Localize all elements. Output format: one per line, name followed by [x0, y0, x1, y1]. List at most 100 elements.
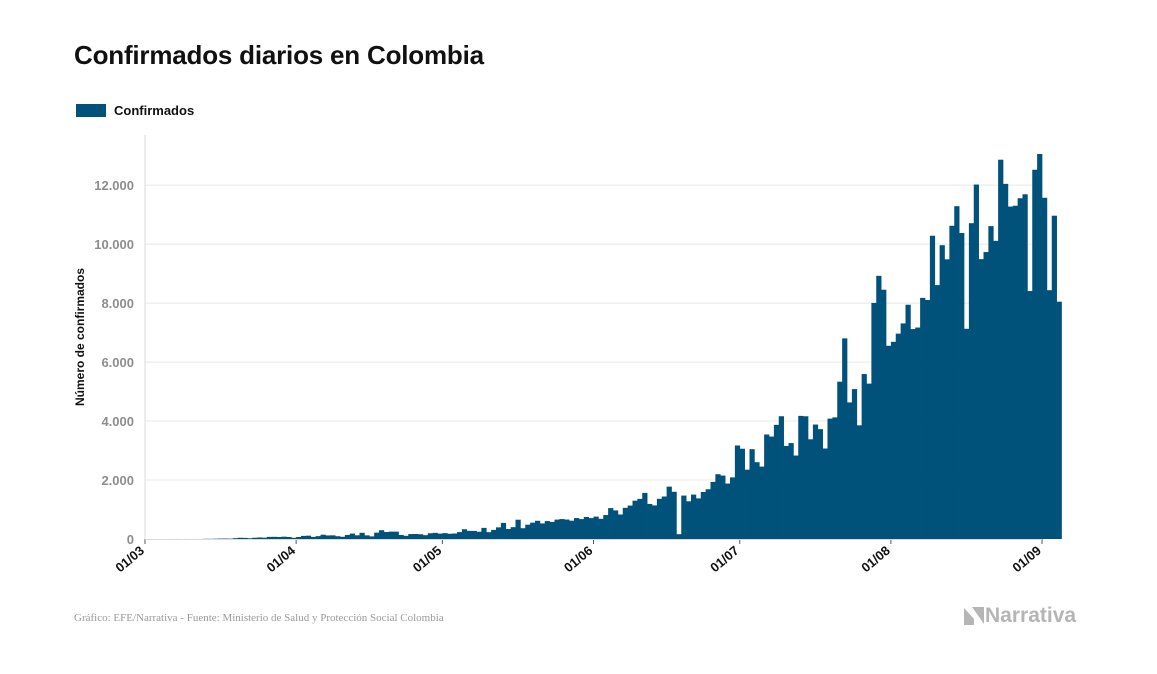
bar [232, 538, 238, 539]
bar [505, 529, 511, 539]
bar [817, 429, 823, 539]
bar [700, 491, 706, 539]
bar [1037, 153, 1043, 539]
bars [174, 153, 1062, 540]
bar [944, 259, 950, 539]
bar [491, 529, 497, 539]
bar [656, 498, 663, 539]
bar [876, 275, 882, 539]
bar [564, 519, 570, 539]
bar [686, 501, 692, 539]
legend: Confirmados [76, 103, 194, 118]
bar [1007, 206, 1014, 539]
y-tick-label: 2.000 [101, 473, 134, 488]
chart-title: Confirmados diarios en Colombia [74, 40, 484, 70]
bar [481, 527, 487, 539]
bar [798, 415, 804, 539]
bar [1003, 183, 1009, 540]
bar [837, 381, 843, 539]
bar [856, 425, 862, 539]
bar [578, 519, 585, 539]
y-tick-label: 8.000 [101, 296, 134, 311]
bar [900, 323, 906, 539]
bar [968, 223, 975, 539]
bar [652, 505, 658, 539]
bar [432, 532, 438, 539]
bar [988, 226, 994, 540]
source-note: Gráfico: EFE/Narrativa - Fuente: Ministe… [74, 612, 444, 624]
bar [920, 297, 926, 539]
bar [262, 537, 268, 539]
bar [252, 537, 258, 539]
bar [929, 235, 936, 539]
bar [710, 481, 716, 539]
bar [964, 328, 970, 539]
bar [666, 486, 672, 539]
bar [783, 445, 789, 539]
x-tick-label: 01/06 [561, 543, 596, 575]
bar [642, 492, 648, 539]
bar [379, 530, 385, 539]
bar [452, 533, 458, 539]
bar [325, 535, 331, 539]
bar [671, 491, 677, 539]
bar [569, 520, 575, 539]
bar [993, 240, 999, 540]
gridlines [145, 184, 1042, 481]
bar [393, 531, 399, 539]
bar [812, 424, 819, 539]
bar [1032, 169, 1038, 539]
bar [886, 345, 892, 539]
bar [1022, 194, 1028, 539]
bar [559, 519, 565, 539]
bar [705, 489, 711, 539]
bar [422, 535, 429, 539]
bar [471, 530, 477, 539]
bar [349, 533, 355, 539]
bar [603, 515, 609, 539]
bar [1012, 205, 1018, 539]
bar [476, 531, 482, 539]
bar [461, 529, 468, 539]
bar [973, 184, 979, 539]
bar [778, 416, 784, 539]
x-tick-label: 01/04 [263, 542, 298, 575]
bar [754, 462, 760, 539]
bar [905, 304, 911, 539]
bar [744, 469, 750, 539]
bar [734, 445, 741, 539]
bar [769, 436, 775, 539]
bar [354, 535, 360, 539]
bar [266, 536, 273, 539]
bar [1017, 198, 1023, 539]
bar [613, 510, 619, 539]
brand-logo: Narrativa [963, 604, 1076, 628]
bar [793, 455, 799, 539]
bar [842, 338, 848, 539]
bar [496, 527, 502, 539]
x-axis-ticks: 01/03 01/04 01/05 01/06 01/07 01/08 01/09 [112, 539, 1044, 575]
bar [466, 530, 472, 539]
bar [359, 532, 365, 539]
bar [383, 532, 390, 539]
bar [291, 537, 297, 539]
bar [369, 536, 375, 539]
bar [788, 443, 794, 539]
bar [881, 289, 887, 539]
bar [500, 522, 507, 539]
bar [276, 536, 282, 539]
bar [1027, 291, 1033, 539]
bar [486, 532, 492, 539]
brand-label: Narrativa [985, 604, 1077, 627]
bar [1042, 197, 1048, 539]
bar [895, 333, 901, 539]
bar [847, 402, 853, 539]
bar [574, 518, 580, 539]
bar [535, 520, 541, 539]
bar [725, 483, 731, 539]
bar [681, 495, 687, 539]
bar [242, 537, 248, 539]
bar [340, 536, 346, 539]
bar [998, 159, 1004, 539]
bar [871, 302, 877, 539]
